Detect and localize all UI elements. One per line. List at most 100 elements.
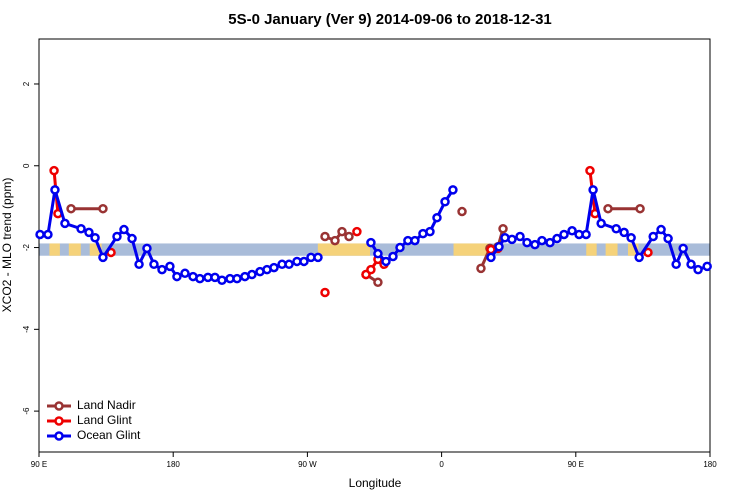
point — [373, 248, 383, 259]
point — [494, 241, 504, 252]
point — [686, 259, 696, 270]
point — [596, 218, 606, 229]
point — [522, 237, 532, 248]
point — [425, 226, 435, 237]
point — [648, 231, 658, 242]
point — [35, 229, 45, 240]
legend-marker — [54, 416, 64, 426]
y-tick-label: 2 — [22, 81, 31, 86]
point — [157, 264, 167, 275]
land-range — [605, 243, 618, 256]
x-tick-label: 0 — [439, 460, 444, 469]
point — [269, 262, 279, 273]
y-tick-label: -4 — [22, 325, 31, 333]
point — [498, 223, 508, 234]
point — [60, 218, 70, 229]
y-axis-label: XCO2 - MLO trend (ppm) — [0, 178, 14, 313]
land-range — [627, 243, 639, 256]
point — [330, 235, 340, 246]
point — [232, 273, 242, 284]
point — [626, 232, 636, 243]
y-tick-label: 0 — [22, 163, 31, 168]
point — [588, 185, 598, 195]
legend-label: Land Nadir — [77, 398, 136, 412]
point — [98, 252, 108, 263]
point — [678, 243, 688, 254]
point — [337, 226, 347, 237]
point — [545, 237, 555, 248]
point — [381, 256, 391, 267]
point — [76, 223, 86, 234]
legend-label: Land Glint — [77, 413, 132, 427]
point — [552, 233, 562, 244]
point — [320, 231, 330, 242]
x-tick-label: 90 E — [568, 460, 584, 469]
point — [217, 275, 227, 286]
point — [388, 251, 398, 262]
point — [247, 269, 257, 280]
point — [180, 268, 190, 279]
point — [284, 259, 294, 270]
legend-marker — [54, 401, 64, 411]
point — [112, 231, 122, 242]
point — [84, 227, 94, 238]
point — [49, 165, 59, 176]
x-tick-label: 90 W — [298, 460, 317, 469]
point — [50, 185, 60, 195]
point — [448, 185, 458, 195]
point — [127, 233, 137, 244]
point — [299, 256, 309, 267]
point — [352, 226, 362, 237]
point — [344, 231, 354, 242]
point — [440, 196, 450, 207]
land-range — [586, 243, 597, 256]
point — [142, 243, 152, 254]
point — [693, 264, 703, 275]
point — [476, 263, 486, 274]
point — [98, 203, 108, 214]
point — [395, 242, 405, 253]
x-tick-label: 180 — [703, 460, 717, 469]
point — [619, 227, 629, 238]
point — [313, 252, 323, 263]
legend-label: Ocean Glint — [77, 428, 141, 442]
point — [172, 271, 182, 282]
x-axis-label: Longitude — [349, 476, 402, 490]
point — [611, 223, 621, 234]
point — [43, 229, 53, 240]
point — [366, 264, 376, 275]
point — [567, 226, 577, 236]
point — [486, 252, 496, 263]
point — [119, 224, 129, 235]
point — [515, 231, 525, 242]
point — [165, 261, 175, 272]
point — [530, 239, 540, 250]
point — [559, 229, 569, 240]
land-range — [453, 243, 490, 256]
plot-frame — [38, 38, 711, 453]
chart-title: 5S-0 January (Ver 9) 2014-09-06 to 2018-… — [228, 11, 552, 28]
point — [585, 165, 595, 176]
point — [432, 212, 442, 223]
x-tick-label: 180 — [167, 460, 181, 469]
series-line — [71, 207, 641, 284]
point — [635, 203, 645, 214]
point — [663, 233, 673, 244]
point — [507, 234, 517, 245]
point — [320, 287, 330, 298]
point — [634, 252, 644, 263]
point — [671, 259, 681, 270]
point — [537, 235, 547, 246]
point — [366, 237, 376, 248]
y-tick-label: -2 — [22, 243, 31, 251]
y-tick-label: -6 — [22, 407, 31, 415]
land-range — [317, 243, 371, 256]
point — [373, 277, 383, 288]
point — [702, 261, 712, 272]
point — [457, 206, 467, 217]
land-range — [68, 243, 81, 256]
point — [643, 247, 653, 258]
point — [66, 203, 76, 214]
point — [90, 232, 100, 243]
